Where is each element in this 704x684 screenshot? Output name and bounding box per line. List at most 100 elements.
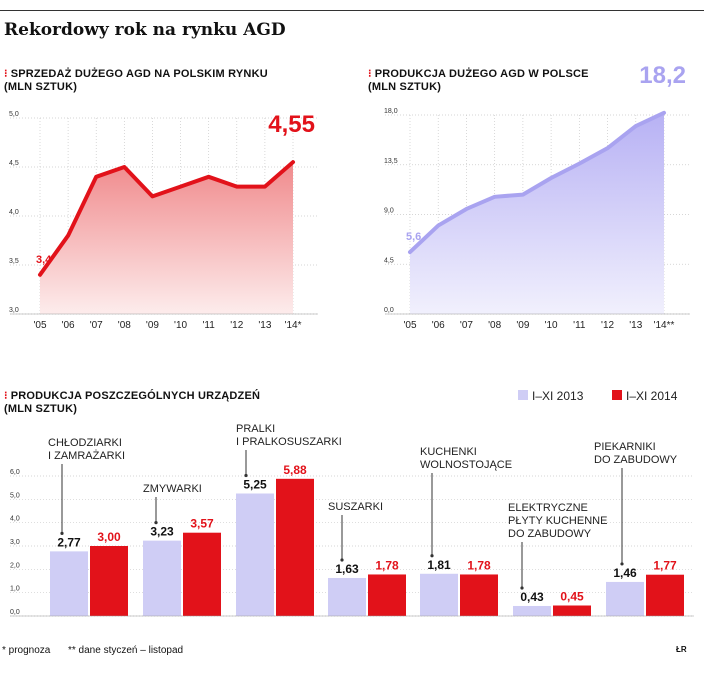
- bar-value-label: 1,46: [613, 566, 637, 580]
- footnote-forecast: * prognoza: [2, 645, 51, 656]
- sales-xtick-label: '13: [258, 320, 271, 331]
- bar-ytick-label: 1,0: [10, 586, 20, 593]
- bar-2014: [460, 574, 498, 616]
- category-label: I ZAMRAŻARKI: [48, 449, 125, 462]
- category-leader-dot: [244, 473, 248, 478]
- legend-swatch-2014: [612, 390, 622, 400]
- sales-xtick-label: '10: [174, 320, 187, 331]
- production-ytick-label: 9,0: [384, 208, 394, 215]
- production-ytick-label: 0,0: [384, 307, 394, 314]
- category-label: ELEKTRYCZNE: [508, 502, 588, 514]
- production-ytick-label: 4,5: [384, 257, 394, 264]
- chart3-subtitle: (MLN SZTUK): [4, 403, 78, 415]
- bar-2014: [183, 532, 221, 616]
- sales-ytick-label: 3,0: [9, 307, 19, 314]
- production-xtick-label: '06: [432, 320, 445, 331]
- category-label: DO ZABUDOWY: [508, 528, 592, 540]
- sales-xtick-label: '09: [146, 320, 159, 331]
- bar-2013: [420, 573, 458, 616]
- bar-value-label: 0,45: [560, 590, 584, 604]
- production-first-value-label: 5,6: [406, 231, 421, 243]
- sales-last-value-label: 4,55: [268, 111, 315, 138]
- bar-value-label: 3,57: [190, 517, 214, 531]
- category-label: PIEKARNIKI: [594, 441, 656, 453]
- footnote-data-period: ** dane styczeń – listopad: [68, 645, 184, 656]
- production-ytick-label: 18,0: [384, 108, 398, 115]
- legend-label-2014: I–XI 2014: [626, 389, 678, 403]
- production-line: [408, 110, 666, 255]
- category-leader-dot: [60, 531, 64, 535]
- bar-value-label: 1,77: [653, 559, 677, 573]
- production-xtick-label: '11: [573, 320, 586, 331]
- page-title: Rekordowy rok na rynku AGD: [4, 20, 286, 40]
- top-rule: [0, 10, 704, 11]
- bar-2014: [646, 574, 684, 616]
- chart1-subtitle: (MLN SZTUK): [4, 81, 78, 93]
- bar-ytick-label: 0,0: [10, 609, 20, 616]
- bar-value-label: 0,43: [520, 590, 544, 604]
- category-leader-dot: [520, 586, 524, 590]
- sales-ytick-label: 5,0: [9, 111, 19, 118]
- production-ytick-label: 13,5: [384, 158, 398, 165]
- bar-2013: [328, 577, 366, 616]
- chart1-title: ⁝ SPRZEDAŻ DUŻEGO AGD NA POLSKIM RYNKU (M…: [4, 68, 268, 94]
- sales-line: [38, 160, 295, 277]
- sales-ytick-label: 3,5: [9, 258, 19, 265]
- sales-xtick-label: '06: [62, 320, 75, 331]
- bullet-icon: ⁝: [4, 68, 8, 80]
- bar-value-label: 5,25: [243, 478, 267, 492]
- bar-ytick-label: 6,0: [10, 469, 20, 476]
- bar-ytick-label: 4,0: [10, 516, 20, 523]
- bar-value-label: 2,77: [57, 535, 81, 549]
- category-label: CHŁODZIARKI: [48, 437, 122, 449]
- bar-ytick-label: 3,0: [10, 539, 20, 546]
- chart1-title-text: SPRZEDAŻ DUŻEGO AGD NA POLSKIM RYNKU: [10, 68, 268, 80]
- bar-value-label: 1,63: [335, 562, 359, 576]
- category-leader-dot: [340, 558, 344, 562]
- author-credit: ŁR: [676, 645, 687, 654]
- bullet-icon: ⁝: [368, 68, 372, 80]
- sales-ytick-label: 4,5: [9, 160, 19, 167]
- bar-value-label: 5,88: [283, 463, 307, 477]
- category-leader-dot: [430, 554, 434, 558]
- bar-value-label: 3,00: [97, 530, 121, 544]
- bar-2014: [276, 478, 314, 616]
- sales-xtick-label: '08: [118, 320, 131, 331]
- chart3-title-text: PRODUKCJA POSZCZEGÓLNYCH URZĄDZEŃ: [10, 390, 261, 402]
- category-label: KUCHENKI: [420, 446, 477, 458]
- production-xtick-label: '14**: [654, 320, 675, 331]
- bar-value-label: 1,78: [467, 558, 491, 572]
- production-xtick-label: '05: [403, 320, 416, 331]
- sales-xtick-label: '11: [203, 320, 216, 331]
- production-last-value-label: 18,2: [639, 62, 686, 89]
- production-xtick-label: '07: [460, 320, 473, 331]
- category-label: DO ZABUDOWY: [594, 454, 678, 466]
- chart2-subtitle: (MLN SZTUK): [368, 81, 442, 93]
- bar-2014: [90, 546, 128, 616]
- category-label: ZMYWARKI: [143, 483, 202, 495]
- production-xtick-label: '12: [601, 320, 614, 331]
- chart2-title-text: PRODUKCJA DUŻEGO AGD W POLSCE: [374, 68, 589, 80]
- sales-chart: 3,0 3,5 4,0 4,5 5,0 '05 '06 '07 '08 '09 '10 '11 '12 '…: [9, 111, 318, 331]
- bar-value-label: 1,78: [375, 558, 399, 572]
- category-label: I PRALKOSUSZARKI: [236, 436, 342, 448]
- production-area: [410, 112, 664, 315]
- appliance-bar-chart: 0,0 1,0 2,0 3,0 4,0 5,0 6,0 I–XI 2013 I–XI 2014 2…: [10, 389, 694, 617]
- bar-2014: [368, 574, 406, 616]
- sales-ytick-label: 4,0: [9, 209, 19, 216]
- sales-first-value-label: 3,4: [36, 254, 52, 266]
- production-xtick-label: '09: [516, 320, 529, 331]
- bar-value-label: 1,81: [427, 558, 451, 572]
- category-label: SUSZARKI: [328, 501, 383, 513]
- production-xtick-label: '08: [488, 320, 501, 331]
- bar-2013: [513, 605, 551, 616]
- sales-xtick-label: '12: [230, 320, 243, 331]
- bullet-icon: ⁝: [4, 390, 8, 402]
- bar-2013: [143, 540, 181, 616]
- bar-2013: [50, 551, 88, 616]
- bar-2014: [553, 605, 591, 616]
- bar-ytick-label: 5,0: [10, 492, 20, 499]
- bar-ytick-label: 2,0: [10, 562, 20, 569]
- bar-value-label: 3,23: [150, 525, 174, 539]
